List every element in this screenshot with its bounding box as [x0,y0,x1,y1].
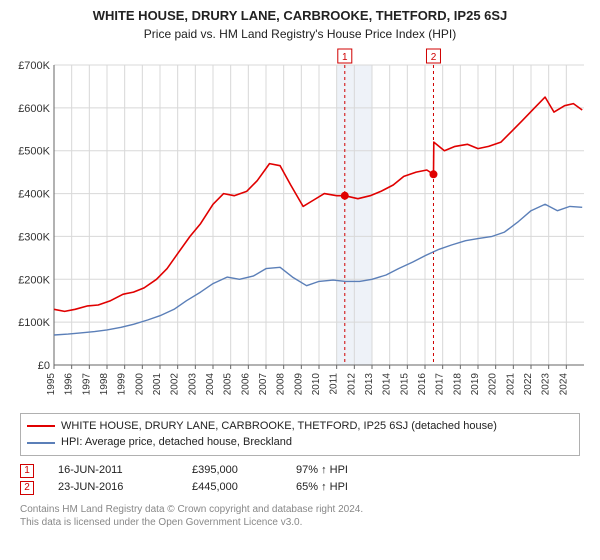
sale-marker-2: 2 [20,481,34,495]
legend-item-property: WHITE HOUSE, DRURY LANE, CARBROOKE, THET… [27,418,573,435]
svg-text:2020: 2020 [488,372,499,395]
svg-text:2010: 2010 [311,372,322,395]
svg-text:£500K: £500K [18,146,50,158]
sale-date: 16-JUN-2011 [58,462,168,480]
svg-text:2016: 2016 [417,372,428,395]
svg-text:2009: 2009 [293,372,304,395]
svg-text:1999: 1999 [117,372,128,395]
table-row: 1 16-JUN-2011 £395,000 97% ↑ HPI [20,462,580,480]
svg-text:2013: 2013 [364,372,375,395]
footer: Contains HM Land Registry data © Crown c… [20,503,580,529]
svg-text:1996: 1996 [64,372,75,395]
svg-text:1998: 1998 [99,372,110,395]
svg-text:2003: 2003 [187,372,198,395]
sale-date: 23-JUN-2016 [58,479,168,497]
sale-marker-1: 1 [20,464,34,478]
legend-label-hpi: HPI: Average price, detached house, Brec… [61,434,292,451]
svg-text:2002: 2002 [170,372,181,395]
legend-label-property: WHITE HOUSE, DRURY LANE, CARBROOKE, THET… [61,418,497,435]
svg-text:2019: 2019 [470,372,481,395]
svg-text:2015: 2015 [399,372,410,395]
svg-text:£600K: £600K [18,103,50,115]
svg-text:2014: 2014 [382,372,393,395]
svg-text:£100K: £100K [18,317,50,329]
svg-text:2000: 2000 [134,372,145,395]
legend-swatch-hpi [27,442,55,444]
svg-text:2004: 2004 [205,372,216,395]
footer-line2: This data is licensed under the Open Gov… [20,516,580,529]
svg-text:£400K: £400K [18,188,50,200]
svg-text:£700K: £700K [18,60,50,72]
svg-text:£0: £0 [38,360,50,372]
table-row: 2 23-JUN-2016 £445,000 65% ↑ HPI [20,479,580,497]
svg-text:2021: 2021 [505,372,516,395]
chart-plot-area: £0 £100K £200K £300K £400K £500K £600K £700K 199… [12,47,588,407]
svg-text:2022: 2022 [523,372,534,395]
sale-price: £395,000 [192,462,272,480]
legend-item-hpi: HPI: Average price, detached house, Brec… [27,434,573,451]
svg-text:£200K: £200K [18,274,50,286]
svg-text:2024: 2024 [558,372,569,395]
sale-pct: 65% ↑ HPI [296,479,396,497]
svg-text:£300K: £300K [18,231,50,243]
svg-text:2012: 2012 [346,372,357,395]
svg-text:2018: 2018 [452,372,463,395]
chart-subtitle: Price paid vs. HM Land Registry's House … [12,27,588,41]
svg-text:2017: 2017 [435,372,446,395]
svg-text:2: 2 [431,52,437,63]
svg-text:2011: 2011 [329,372,340,394]
svg-text:2023: 2023 [541,372,552,395]
svg-text:1995: 1995 [46,372,57,395]
svg-text:2008: 2008 [276,372,287,395]
svg-text:2007: 2007 [258,372,269,395]
sales-table: 1 16-JUN-2011 £395,000 97% ↑ HPI 2 23-JU… [20,462,580,497]
footer-line1: Contains HM Land Registry data © Crown c… [20,503,580,516]
legend: WHITE HOUSE, DRURY LANE, CARBROOKE, THET… [20,413,580,456]
chart-svg: £0 £100K £200K £300K £400K £500K £600K £700K 199… [12,47,588,407]
chart-title: WHITE HOUSE, DRURY LANE, CARBROOKE, THET… [12,8,588,25]
sale-pct: 97% ↑ HPI [296,462,396,480]
svg-text:2006: 2006 [240,372,251,395]
svg-text:2001: 2001 [152,372,163,395]
sale-price: £445,000 [192,479,272,497]
svg-text:2005: 2005 [223,372,234,395]
svg-text:1997: 1997 [81,372,92,395]
svg-text:1: 1 [342,52,348,63]
legend-swatch-property [27,425,55,427]
chart-container: WHITE HOUSE, DRURY LANE, CARBROOKE, THET… [0,0,600,560]
